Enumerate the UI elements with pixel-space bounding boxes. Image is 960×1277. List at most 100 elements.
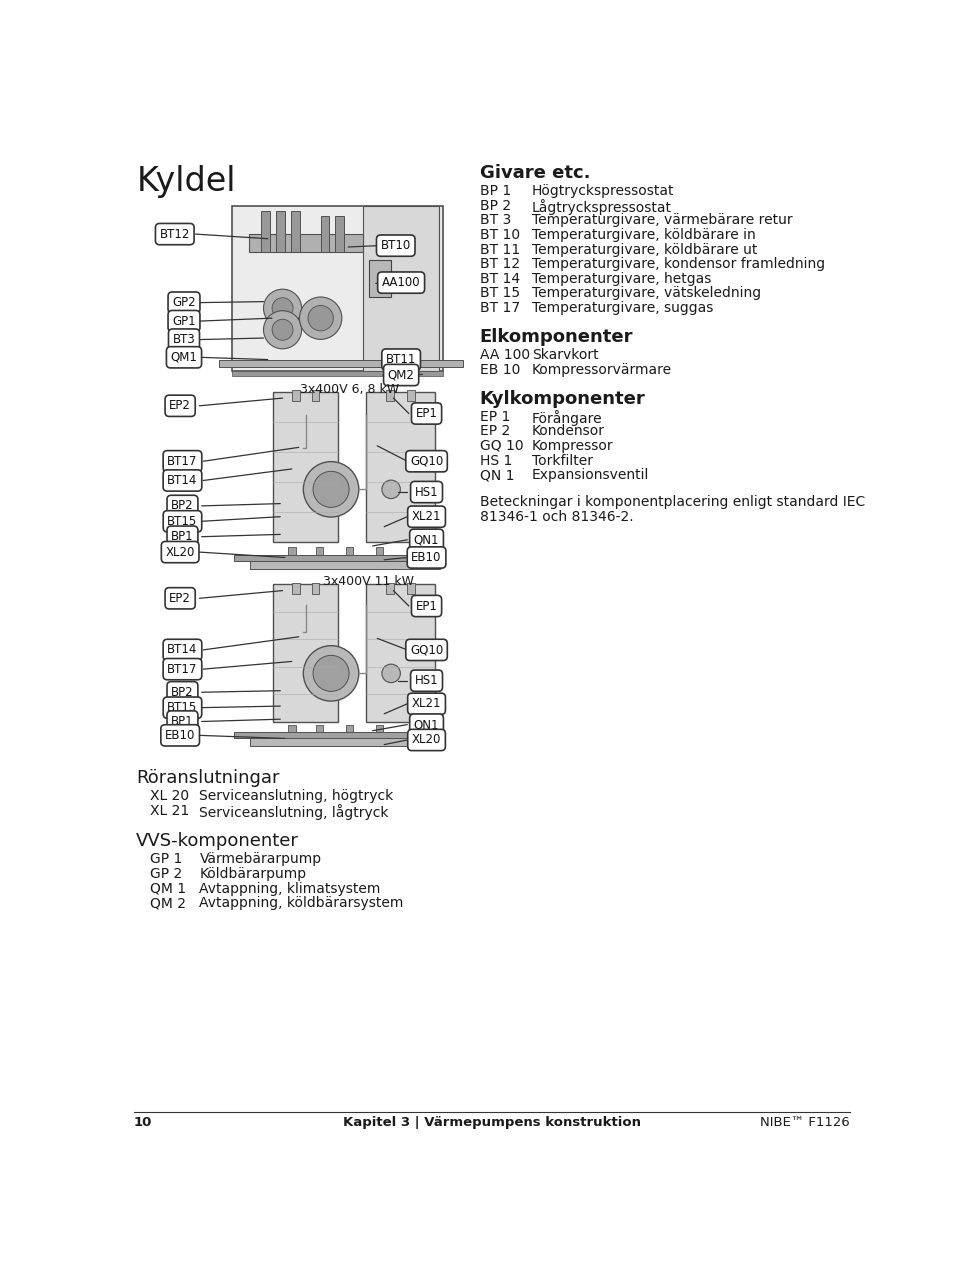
Text: XL20: XL20 (165, 545, 195, 558)
Text: BP1: BP1 (171, 530, 194, 543)
Text: GQ10: GQ10 (410, 644, 444, 656)
Text: BT3: BT3 (173, 333, 196, 346)
Bar (370, 261, 391, 296)
Bar (386, 582, 394, 594)
Text: Kapitel 3 | Värmepumpens konstruktion: Kapitel 3 | Värmepumpens konstruktion (343, 1116, 641, 1129)
Text: BP 2: BP 2 (480, 199, 511, 213)
Circle shape (313, 471, 349, 507)
Text: Köldbärarpump: Köldbärarpump (200, 867, 306, 881)
Text: Temperaturgivare, hetgas: Temperaturgivare, hetgas (532, 272, 711, 286)
Text: Temperaturgivare, köldbärare ut: Temperaturgivare, köldbärare ut (532, 243, 757, 257)
Text: BP2: BP2 (171, 686, 194, 699)
Text: QM 2: QM 2 (150, 896, 186, 911)
Text: GP2: GP2 (172, 296, 196, 309)
Text: AA 100: AA 100 (480, 349, 530, 363)
Circle shape (263, 289, 301, 327)
Text: BT15: BT15 (167, 515, 198, 527)
Text: EB 10: EB 10 (480, 363, 520, 377)
Text: BT 15: BT 15 (480, 286, 519, 300)
Text: QM 1: QM 1 (150, 881, 186, 895)
Text: Kompressor: Kompressor (532, 439, 613, 453)
Text: Elkomponenter: Elkomponenter (480, 328, 634, 346)
Text: EB10: EB10 (165, 729, 195, 742)
Text: BT 10: BT 10 (480, 227, 519, 241)
Bar (366, 585, 435, 722)
Bar (335, 216, 344, 252)
Bar (363, 206, 440, 372)
Text: EP1: EP1 (416, 407, 438, 420)
Text: Temperaturgivare, vätskeledning: Temperaturgivare, vätskeledning (532, 286, 761, 300)
Text: Temperaturgivare, suggas: Temperaturgivare, suggas (532, 301, 713, 315)
Text: HS 1: HS 1 (480, 453, 512, 467)
Text: BT17: BT17 (167, 455, 198, 467)
Text: Kylkomponenter: Kylkomponenter (480, 389, 645, 407)
Bar (261, 211, 270, 252)
Bar (288, 548, 296, 555)
Text: HS1: HS1 (415, 485, 439, 498)
Text: QM1: QM1 (171, 351, 198, 364)
Bar (366, 392, 435, 543)
Bar (375, 548, 383, 555)
Bar (321, 216, 329, 252)
Bar (346, 724, 353, 732)
Text: 10: 10 (134, 1116, 153, 1129)
Bar (291, 211, 300, 252)
Text: BT11: BT11 (386, 354, 417, 366)
Text: Temperaturgivare, köldbärare in: Temperaturgivare, köldbärare in (532, 227, 756, 241)
Text: GQ 10: GQ 10 (480, 439, 523, 453)
Text: QN1: QN1 (414, 534, 440, 547)
Text: Lågtryckspressostat: Lågtryckspressostat (532, 199, 672, 215)
Text: BT14: BT14 (167, 644, 198, 656)
Bar (231, 372, 444, 375)
Text: 81346-1 och 81346-2.: 81346-1 och 81346-2. (480, 510, 634, 524)
Bar (274, 585, 338, 722)
Bar (249, 234, 363, 252)
Bar (311, 391, 320, 401)
Text: Avtappning, köldbärarsystem: Avtappning, köldbärarsystem (200, 896, 404, 911)
Text: BP1: BP1 (171, 715, 194, 728)
Text: QM2: QM2 (388, 369, 415, 382)
Text: GP 2: GP 2 (150, 867, 182, 881)
Text: QN 1: QN 1 (480, 469, 515, 483)
Text: Förångare: Förångare (532, 410, 603, 425)
Text: QN1: QN1 (414, 718, 440, 730)
Text: EP 1: EP 1 (480, 410, 510, 424)
Text: XL20: XL20 (412, 733, 442, 747)
Bar (231, 206, 444, 372)
Text: Serviceanslutning, högtryck: Serviceanslutning, högtryck (200, 789, 394, 803)
Text: BT 14: BT 14 (480, 272, 519, 286)
Text: BT10: BT10 (380, 239, 411, 252)
Bar (274, 392, 338, 543)
Bar (276, 211, 285, 252)
Bar (407, 582, 415, 594)
Text: GP1: GP1 (172, 314, 196, 328)
Bar (386, 391, 394, 401)
Text: Värmebärarpump: Värmebärarpump (200, 853, 322, 866)
Text: XL 21: XL 21 (150, 805, 189, 817)
Text: 3x400V 11 kW: 3x400V 11 kW (323, 575, 414, 589)
Text: EP1: EP1 (416, 599, 438, 613)
Text: BT15: BT15 (167, 701, 198, 714)
Text: EP2: EP2 (169, 591, 191, 605)
Text: XL 20: XL 20 (150, 789, 189, 803)
Circle shape (263, 310, 301, 349)
Text: Temperaturgivare, kondensor framledning: Temperaturgivare, kondensor framledning (532, 257, 826, 271)
Text: Torkfilter: Torkfilter (532, 453, 593, 467)
Text: BP 1: BP 1 (480, 184, 511, 198)
Circle shape (382, 480, 400, 498)
Text: Serviceanslutning, lågtryck: Serviceanslutning, lågtryck (200, 805, 389, 820)
Bar (234, 555, 442, 562)
Text: BT 17: BT 17 (480, 301, 519, 315)
Circle shape (308, 305, 333, 331)
Text: BP2: BP2 (171, 499, 194, 512)
Bar (375, 724, 383, 732)
Bar (316, 548, 324, 555)
Text: Röranslutningar: Röranslutningar (136, 769, 279, 787)
Text: 3x400V 6, 8 kW: 3x400V 6, 8 kW (300, 383, 398, 396)
Circle shape (300, 298, 342, 340)
Bar (316, 724, 324, 732)
Bar (311, 582, 320, 594)
Text: Kyldel: Kyldel (136, 165, 236, 198)
Circle shape (313, 655, 349, 691)
Text: NIBE™ F1126: NIBE™ F1126 (760, 1116, 850, 1129)
